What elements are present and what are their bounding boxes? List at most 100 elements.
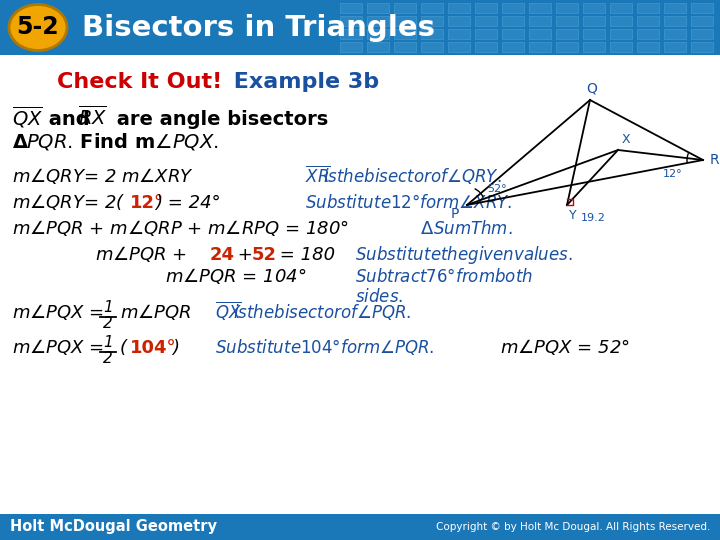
Text: Y: Y — [569, 209, 577, 222]
Bar — [394, 3, 416, 13]
Text: 52: 52 — [252, 246, 277, 264]
Text: 104°: 104° — [130, 339, 176, 357]
Bar — [664, 29, 686, 39]
Text: Find m$\angle$$\mathit{PQX.}$: Find m$\angle$$\mathit{PQX.}$ — [73, 132, 219, 152]
Bar — [691, 3, 713, 13]
Text: $\mathit{ is the bisector of }$$\angle$$\mathit{PQR.}$: $\mathit{ is the bisector of }$$\angle$$… — [233, 302, 411, 322]
Text: X: X — [622, 133, 631, 146]
Bar — [475, 42, 497, 52]
Text: 1: 1 — [103, 335, 113, 350]
Bar — [556, 29, 578, 39]
Bar — [502, 16, 524, 26]
Bar — [691, 42, 713, 52]
Text: $\mathit{Sum Thm.}$: $\mathit{Sum Thm.}$ — [433, 220, 513, 238]
Text: m$\angle$$\mathit{PQX}$ = 52°: m$\angle$$\mathit{PQX}$ = 52° — [500, 337, 630, 357]
Text: and: and — [42, 110, 96, 129]
Text: m$\angle$$\mathit{PQX}$ =: m$\angle$$\mathit{PQX}$ = — [12, 302, 106, 322]
Bar — [664, 16, 686, 26]
Bar — [421, 16, 443, 26]
Bar — [475, 3, 497, 13]
Text: m$\angle$$\mathit{PQR}$ +: m$\angle$$\mathit{PQR}$ + — [95, 244, 189, 264]
Bar — [664, 42, 686, 52]
Bar — [502, 29, 524, 39]
Text: 24: 24 — [210, 246, 235, 264]
Text: $\Delta$: $\Delta$ — [420, 220, 434, 238]
Bar — [583, 42, 605, 52]
Bar — [637, 16, 659, 26]
Text: $\mathit{Substitute the given values.}$: $\mathit{Substitute the given values.}$ — [355, 244, 573, 266]
Bar — [637, 3, 659, 13]
Bar — [340, 16, 362, 26]
Bar — [448, 16, 470, 26]
Text: m$\angle$$\mathit{PQX}$ =: m$\angle$$\mathit{PQX}$ = — [12, 337, 106, 357]
Bar — [583, 16, 605, 26]
Bar — [556, 42, 578, 52]
Text: 12°: 12° — [663, 169, 683, 179]
Bar — [394, 29, 416, 39]
Text: Copyright © by Holt Mc Dougal. All Rights Reserved.: Copyright © by Holt Mc Dougal. All Right… — [436, 522, 710, 532]
Text: $\mathit{ is the bisector of }$$\angle$$\mathit{QRY.}$: $\mathit{ is the bisector of }$$\angle$$… — [323, 166, 502, 186]
Text: m$\angle$$\mathit{PQR}$: m$\angle$$\mathit{PQR}$ — [120, 302, 192, 322]
Text: +: + — [232, 246, 258, 264]
Bar — [448, 3, 470, 13]
Text: 52°: 52° — [487, 184, 507, 194]
Text: Bisectors in Triangles: Bisectors in Triangles — [82, 14, 435, 42]
Text: 1: 1 — [103, 300, 113, 315]
Text: 12°: 12° — [130, 194, 164, 212]
Text: $\mathit{Substitute 12° for m}$$\angle$$\mathit{XRY.}$: $\mathit{Substitute 12° for m}$$\angle$$… — [305, 194, 512, 212]
Text: $\overline{XR}$: $\overline{XR}$ — [305, 165, 330, 186]
Bar — [421, 42, 443, 52]
Bar — [529, 16, 551, 26]
Text: $\mathit{Substitute 104° for m}$$\angle$$\mathit{PQR.}$: $\mathit{Substitute 104° for m}$$\angle$… — [215, 337, 434, 357]
Text: 19.2: 19.2 — [581, 213, 606, 223]
Bar — [610, 29, 632, 39]
Bar — [367, 16, 389, 26]
Text: $\overline{RX}$: $\overline{RX}$ — [78, 105, 107, 129]
Bar — [421, 3, 443, 13]
Text: = 180: = 180 — [274, 246, 335, 264]
Bar — [340, 42, 362, 52]
Text: (: ( — [120, 339, 127, 357]
Bar — [502, 42, 524, 52]
Bar — [394, 42, 416, 52]
Text: m$\angle$$\mathit{PQR}$ = 104°: m$\angle$$\mathit{PQR}$ = 104° — [165, 266, 307, 286]
Text: $\mathbf{\Delta}$: $\mathbf{\Delta}$ — [12, 133, 29, 152]
Bar — [340, 29, 362, 39]
Bar — [610, 42, 632, 52]
Text: P: P — [451, 207, 459, 221]
Bar — [0, 0, 720, 55]
Text: m$\angle$$\mathit{QRY}$= 2 m$\angle$$\mathit{XRY}$: m$\angle$$\mathit{QRY}$= 2 m$\angle$$\ma… — [12, 166, 194, 186]
Text: $\overline{QX}$: $\overline{QX}$ — [12, 104, 43, 130]
Text: 2: 2 — [103, 316, 113, 331]
Text: $\overline{QX}$: $\overline{QX}$ — [215, 299, 242, 322]
Bar — [0, 514, 720, 540]
Bar — [367, 29, 389, 39]
Bar — [448, 42, 470, 52]
Bar — [610, 16, 632, 26]
Bar — [340, 3, 362, 13]
Bar — [529, 29, 551, 39]
Bar — [475, 16, 497, 26]
Bar — [502, 3, 524, 13]
Text: R: R — [710, 153, 719, 167]
Bar — [475, 29, 497, 39]
Bar — [664, 3, 686, 13]
Text: ): ) — [172, 339, 179, 357]
Bar — [394, 16, 416, 26]
Text: Q: Q — [587, 81, 598, 95]
Bar — [610, 3, 632, 13]
Text: $\mathit{Subtract 76° from both}$: $\mathit{Subtract 76° from both}$ — [355, 268, 533, 286]
Bar — [367, 42, 389, 52]
Text: 2: 2 — [103, 351, 113, 366]
Bar — [691, 16, 713, 26]
Text: ) = 24°: ) = 24° — [155, 194, 220, 212]
Text: $\mathit{sides.}$: $\mathit{sides.}$ — [355, 288, 403, 306]
Text: are angle bisectors: are angle bisectors — [110, 110, 328, 129]
Text: Example 3b: Example 3b — [226, 72, 379, 92]
Bar — [556, 3, 578, 13]
Bar — [583, 29, 605, 39]
Bar — [691, 29, 713, 39]
Bar — [556, 16, 578, 26]
Bar — [637, 42, 659, 52]
Bar — [637, 29, 659, 39]
